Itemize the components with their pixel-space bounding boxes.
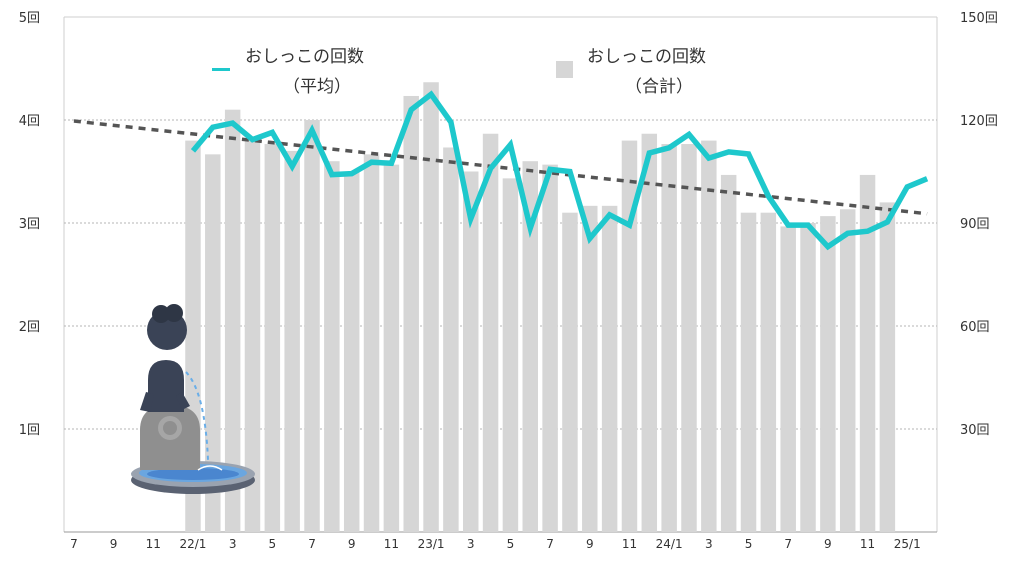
bar [224, 109, 241, 532]
bar [522, 161, 538, 532]
x-tick-label: 9 [348, 537, 356, 551]
legend: おしっこの回数 （平均） おしっこの回数 （合計） [212, 47, 706, 97]
legend-bar-label-2: （合計） [625, 77, 693, 97]
bar [839, 209, 856, 532]
left-axis: 1回 2回 3回 4回 5回 [19, 11, 40, 438]
x-tick-label: 11 [146, 537, 161, 551]
bar [423, 82, 439, 532]
bar [780, 226, 796, 532]
right-tick-label: 30回 [960, 423, 990, 438]
x-axis: 7 9 11 22/1 3 5 7 9 11 23/1 3 5 7 9 11 24/1 3 5 7 9 11 25/1 [70, 537, 921, 551]
left-tick-label: 5回 [19, 11, 40, 26]
bar [820, 216, 836, 532]
bar [582, 205, 598, 533]
legend-line-label-2: （平均） [283, 77, 351, 97]
legend-line-label-1: おしっこの回数 [245, 47, 364, 67]
x-tick-label: 7 [308, 537, 316, 551]
bar [760, 212, 777, 532]
bar [542, 164, 558, 532]
bar [740, 212, 757, 532]
left-tick-label: 4回 [19, 114, 40, 129]
x-tick-label: 25/1 [894, 537, 921, 551]
x-tick-label: 7 [784, 537, 792, 551]
bar [681, 144, 697, 533]
bar [482, 133, 499, 532]
right-tick-label: 120回 [960, 114, 998, 129]
bar [800, 223, 816, 532]
line-layer [190, 90, 929, 251]
bar [502, 178, 519, 532]
bar [463, 171, 479, 532]
left-tick-label: 3回 [19, 217, 40, 232]
bar [264, 144, 281, 533]
average-line [190, 90, 929, 251]
bar [562, 212, 578, 532]
bar [701, 140, 717, 532]
bar [205, 154, 221, 533]
x-tick-label: 11 [384, 537, 399, 551]
bar [383, 164, 400, 532]
legend-bar-swatch [556, 61, 573, 78]
bar [324, 161, 340, 532]
bar [403, 95, 419, 532]
right-tick-label: 90回 [960, 217, 990, 232]
bar [661, 144, 677, 533]
x-tick-label: 9 [586, 537, 594, 551]
bar [343, 171, 360, 532]
x-tick-label: 9 [110, 537, 118, 551]
x-tick-label: 22/1 [179, 537, 206, 551]
bar [859, 174, 876, 532]
left-tick-label: 1回 [19, 423, 40, 438]
x-tick-label: 5 [507, 537, 515, 551]
legend-bar-label-1: おしっこの回数 [587, 47, 706, 67]
x-tick-label: 23/1 [418, 537, 445, 551]
x-tick-label: 5 [269, 537, 277, 551]
bar [621, 140, 638, 532]
bar [720, 174, 737, 532]
left-tick-label: 2回 [19, 320, 40, 335]
right-tick-label: 60回 [960, 320, 990, 335]
x-tick-label: 5 [745, 537, 753, 551]
x-tick-label: 3 [705, 537, 713, 551]
bar [641, 133, 658, 532]
bar [284, 150, 300, 532]
x-tick-label: 7 [546, 537, 554, 551]
bar [443, 147, 459, 532]
bar [363, 154, 380, 533]
bar-layer [185, 82, 896, 533]
x-tick-label: 11 [860, 537, 875, 551]
x-tick-label: 3 [229, 537, 237, 551]
bar [304, 120, 320, 532]
bar [879, 202, 896, 532]
bar [601, 205, 618, 533]
x-tick-label: 7 [70, 537, 78, 551]
x-tick-label: 11 [622, 537, 637, 551]
trend-line [73, 119, 928, 216]
x-tick-label: 9 [824, 537, 832, 551]
bar [244, 140, 261, 532]
right-axis: 30回 60回 90回 120回 150回 [960, 11, 998, 438]
legend-line-swatch [212, 68, 230, 71]
x-tick-label: 24/1 [656, 537, 683, 551]
x-tick-label: 3 [467, 537, 475, 551]
right-tick-label: 150回 [960, 11, 998, 26]
statue-fountain-illustration [131, 304, 255, 494]
